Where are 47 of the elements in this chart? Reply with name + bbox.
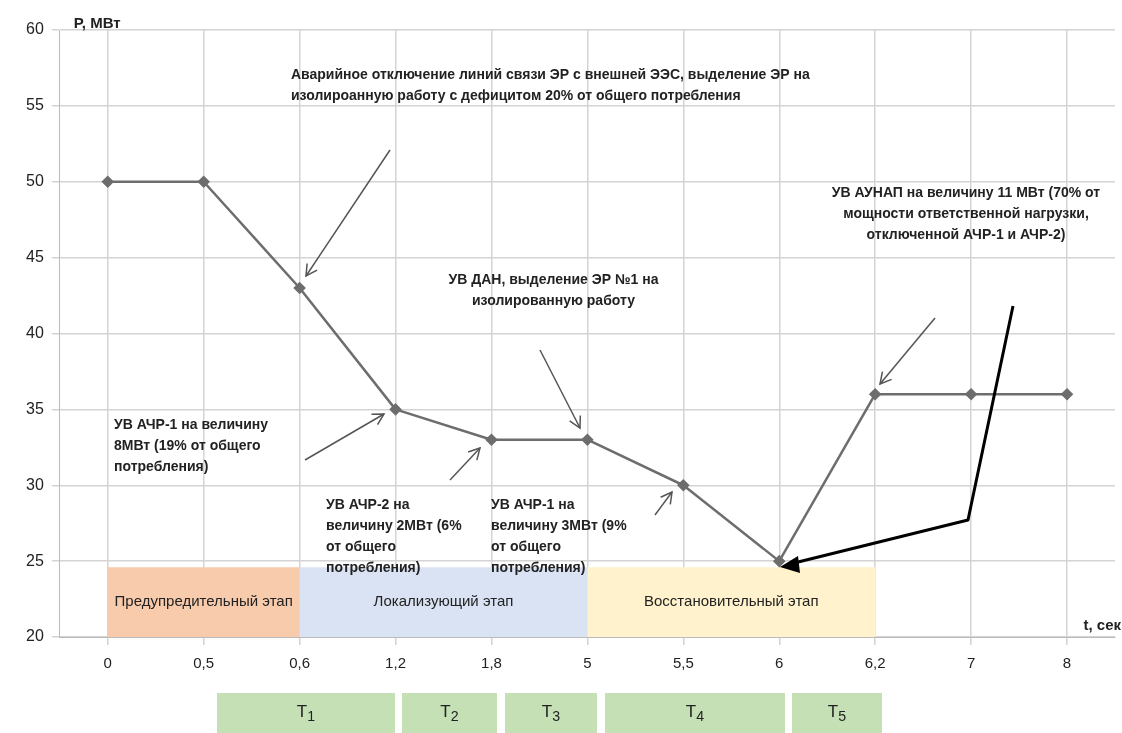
annotation: УВ АЧР-2 на величину 2МВт (6% от общего потребления) — [325, 495, 463, 577]
x-tick-label: 5,5 — [672, 654, 694, 672]
y-tick-label: 40 — [26, 323, 44, 341]
text: T$_{2}$ — [402, 693, 497, 733]
annotation: Аварийное отключение линий связи ЭР с внешней ЭЭС, выделение ЭР на изолироанную работу с дефицитом 20% от общего потребления — [290, 65, 811, 105]
band-label: Локализующий этап — [373, 592, 514, 610]
x-axis-title: t, сек — [1083, 615, 1122, 633]
text: T$_{3}$ — [505, 693, 597, 733]
y-tick-label: 55 — [26, 96, 44, 114]
text: T$_{4}$ — [605, 693, 785, 733]
point — [293, 282, 306, 294]
x-tick-label: 6 — [775, 654, 784, 672]
y-tick-label: 30 — [26, 475, 44, 493]
point — [102, 176, 114, 188]
x-tick-label: 0 — [103, 654, 112, 672]
x-tick-label: 5 — [583, 654, 592, 672]
point — [869, 388, 881, 400]
x-tick-label: 8 — [1062, 654, 1072, 672]
point — [581, 433, 594, 446]
point — [1061, 388, 1073, 400]
y-tick-label: 20 — [26, 627, 44, 645]
x-tick-label: 0,6 — [289, 654, 311, 672]
band-label: Предупредительный этап — [114, 592, 293, 610]
y-tick-label: 50 — [26, 172, 44, 190]
y-tick-label: 35 — [26, 399, 44, 417]
x-tick-label: 6,2 — [864, 654, 886, 672]
point — [773, 555, 785, 567]
band-label: Восстановительный этап — [643, 592, 819, 610]
annotation: УВ ДАН, выделение ЭР №1 на изолированную работу — [447, 270, 660, 310]
point — [677, 479, 690, 491]
annotation: УВ АУНАП на величину 11 МВт (70% от мощности ответственной нагрузки, отключенной АЧР-1 и АЧР-2) — [830, 183, 1102, 244]
point — [197, 176, 210, 188]
x-tick-label: 1,8 — [481, 654, 502, 672]
text: T$_{5}$ — [792, 693, 882, 733]
x-tick-label: 0,5 — [193, 654, 215, 672]
point — [389, 403, 402, 416]
x-tick-label: 1,2 — [385, 654, 406, 672]
annotation: УВ АЧР-1 на величину 3МВт (9% от общего потребления) — [490, 495, 628, 577]
text: T$_{1}$ — [217, 693, 395, 733]
y-tick-label: 25 — [26, 551, 44, 569]
point — [965, 388, 977, 400]
y-tick-label: 45 — [26, 248, 44, 266]
point — [485, 433, 498, 446]
y-tick-label: 60 — [26, 20, 44, 38]
x-tick-label: 7 — [966, 654, 976, 672]
annotation: УВ АЧР-1 на величину 8МВт (19% от общего потребления) — [113, 415, 270, 476]
y-axis-title: P, МВт — [73, 14, 121, 32]
